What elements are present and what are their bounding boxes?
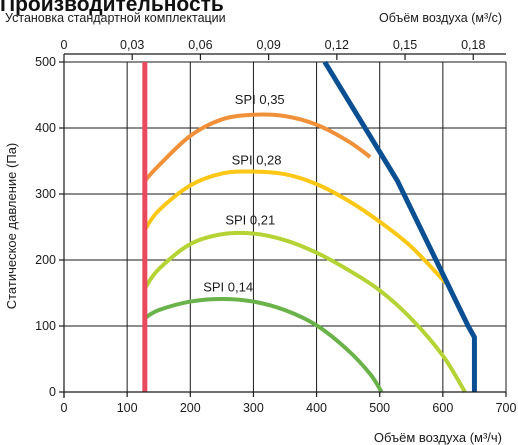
top-axis-label: Объём воздуха (м³/с) [379, 11, 502, 25]
top-tick-label: 0,12 [325, 38, 349, 52]
top-tick-label: 0,06 [188, 38, 212, 52]
y-tick-label: 0 [49, 385, 56, 399]
grid-lines [64, 61, 507, 392]
x-tick-label: 400 [306, 401, 327, 415]
x-tick-label: 500 [369, 401, 390, 415]
top-tick-label: 0,18 [461, 38, 485, 52]
axes [59, 53, 507, 398]
tick-labels: 0 100 200 300 400 500 600 700 0 100 200 300 400 500 0 0… [35, 38, 516, 415]
x-tick-label: 200 [180, 401, 201, 415]
y-tick-label: 300 [35, 187, 56, 201]
series-line-3 [143, 296, 384, 394]
x-tick-label: 300 [243, 401, 264, 415]
x-tick-label: 100 [117, 401, 138, 415]
top-tick-label: 0 [61, 38, 68, 52]
series-label: SPI 0,14 [203, 280, 253, 295]
chart-title: Производительность [0, 0, 224, 16]
series-label: SPI 0,28 [232, 152, 282, 167]
data-series [142, 60, 477, 394]
y-axis-label: Статическое давление (Па) [4, 143, 19, 310]
x-tick-label: 600 [432, 401, 453, 415]
top-tick-label: 0,03 [120, 38, 144, 52]
chart-subtitle: Установка стандартной комплектации [5, 11, 226, 25]
series-label: SPI 0,21 [225, 212, 275, 227]
x-tick-label: 700 [496, 401, 517, 415]
max-airflow-limit-line [322, 60, 477, 392]
y-tick-label: 400 [35, 121, 56, 135]
series-label: SPI 0,35 [235, 92, 285, 107]
top-tick-label: 0,09 [256, 38, 280, 52]
y-tick-label: 500 [35, 55, 56, 69]
y-tick-label: 200 [35, 253, 56, 267]
top-tick-label: 0,15 [393, 38, 417, 52]
series-line-0 [143, 112, 372, 183]
x-axis-label: Объём воздуха (м³/ч) [374, 430, 502, 445]
series-line-2 [143, 230, 467, 394]
x-tick-label: 0 [61, 401, 68, 415]
series-labels: SPI 0,35 SPI 0,28 SPI 0,21 SPI 0,14 [203, 92, 284, 294]
series-line-1 [143, 169, 448, 285]
y-tick-label: 100 [35, 319, 56, 333]
